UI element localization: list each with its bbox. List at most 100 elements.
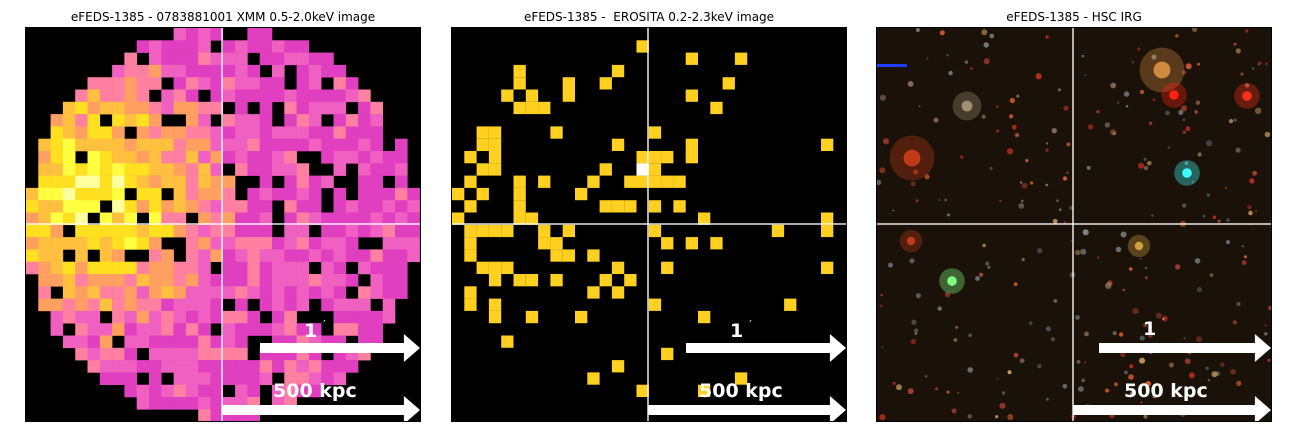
xmm-pixel	[112, 187, 125, 201]
galaxy	[1249, 178, 1255, 184]
xmm-pixel	[99, 187, 113, 201]
galaxy	[1081, 378, 1085, 383]
xmm-pixel	[50, 310, 64, 324]
xmm-pixel	[259, 114, 273, 127]
galaxy	[1066, 142, 1071, 147]
xmm-pixel	[50, 200, 64, 213]
xmm-pixel	[124, 310, 137, 324]
galaxy	[915, 28, 920, 33]
xmm-pixel	[75, 224, 88, 238]
erosita-pixel	[611, 286, 625, 299]
xmm-pixel	[198, 126, 211, 139]
xmm-pixel	[259, 163, 273, 176]
erosita-pixel	[501, 224, 514, 238]
galaxy	[1264, 131, 1271, 138]
erosita-pixel	[648, 151, 662, 164]
xmm-pixel	[370, 200, 383, 213]
xmm-pixel	[87, 335, 101, 349]
xmm-pixel	[136, 163, 150, 176]
erosita-pixel	[464, 249, 477, 262]
erosita-pixel	[587, 286, 600, 299]
xmm-pixel	[149, 163, 162, 176]
xmm-pixel	[136, 187, 150, 201]
galaxy	[1057, 88, 1061, 92]
xmm-pixel	[185, 224, 199, 238]
xmm-pixel	[296, 101, 310, 115]
xmm-pixel	[136, 286, 150, 299]
galaxy	[1139, 89, 1145, 95]
erosita-pixel	[513, 212, 526, 225]
galaxy	[1236, 302, 1241, 306]
bright-source-core	[1153, 61, 1171, 79]
galaxy	[880, 293, 883, 297]
xmm-pixel	[136, 397, 150, 410]
kpc-scale-label: 500 kpc	[1124, 380, 1208, 402]
xmm-pixel	[112, 101, 125, 115]
xmm-pixel	[308, 77, 322, 90]
erosita-pixel	[464, 175, 477, 188]
xmm-pixel	[345, 274, 359, 287]
galaxy	[1115, 246, 1122, 253]
erosita-pixel	[587, 249, 600, 262]
bright-source-core	[1182, 168, 1192, 178]
xmm-pixel	[173, 360, 187, 373]
galaxy	[1211, 371, 1218, 378]
xmm-pixel	[370, 187, 383, 201]
xmm-pixel	[112, 286, 125, 299]
xmm-pixel	[284, 187, 297, 201]
erosita-pixel	[488, 138, 502, 151]
erosita-pixel	[648, 175, 662, 188]
galaxy	[882, 138, 890, 145]
galaxy	[1140, 401, 1143, 404]
xmm-pixel	[296, 77, 310, 90]
xmm-pixel	[136, 114, 150, 127]
galaxy	[946, 390, 950, 394]
xmm-pixel	[235, 323, 248, 336]
xmm-pixel	[259, 52, 273, 66]
xmm-pixel	[333, 237, 347, 250]
bright-source-core	[1169, 90, 1179, 100]
kpc-scale-label: 500 kpc	[699, 380, 783, 402]
xmm-pixel	[358, 224, 371, 238]
xmm-pixel	[308, 360, 322, 373]
xmm-pixel	[149, 384, 162, 398]
xmm-pixel	[136, 175, 150, 189]
galaxy	[1062, 176, 1068, 181]
xmm-pixel	[198, 77, 211, 90]
galaxy	[1021, 257, 1025, 262]
xmm-pixel	[26, 261, 39, 275]
xmm-pixel	[50, 151, 64, 164]
xmm-pixel	[75, 310, 88, 324]
erosita-pixel	[661, 151, 674, 164]
erosita-pixel	[673, 200, 686, 213]
xmm-pixel	[87, 175, 101, 189]
xmm-pixel	[235, 89, 248, 103]
xmm-pixel	[222, 360, 236, 373]
xmm-pixel	[296, 323, 310, 336]
galaxy	[1252, 67, 1255, 70]
erosita-pixel	[685, 237, 698, 250]
xmm-pixel	[333, 138, 347, 152]
xmm-pixel	[272, 64, 285, 78]
xmm-pixel	[296, 360, 310, 373]
xmm-pixel	[259, 274, 273, 287]
galaxy	[909, 258, 915, 264]
xmm-pixel	[185, 138, 199, 152]
galaxy	[913, 169, 919, 175]
xmm-pixel	[198, 298, 211, 312]
panel-title-hsc: eFEDS-1385 - HSC IRG	[1006, 10, 1142, 24]
galaxy	[995, 415, 999, 419]
galaxy	[1225, 186, 1227, 189]
xmm-pixel	[333, 261, 347, 275]
xmm-pixel	[358, 261, 371, 275]
xmm-pixel	[99, 298, 113, 312]
xmm-pixel	[284, 89, 297, 103]
xmm-pixel	[149, 187, 162, 201]
erosita-pixel	[501, 89, 514, 102]
xmm-pixel	[75, 89, 88, 103]
xmm-pixel	[149, 212, 162, 226]
galaxy	[1254, 107, 1262, 115]
erosita-pixel	[525, 310, 539, 324]
xmm-pixel	[222, 310, 236, 324]
xmm-pixel	[124, 360, 137, 373]
